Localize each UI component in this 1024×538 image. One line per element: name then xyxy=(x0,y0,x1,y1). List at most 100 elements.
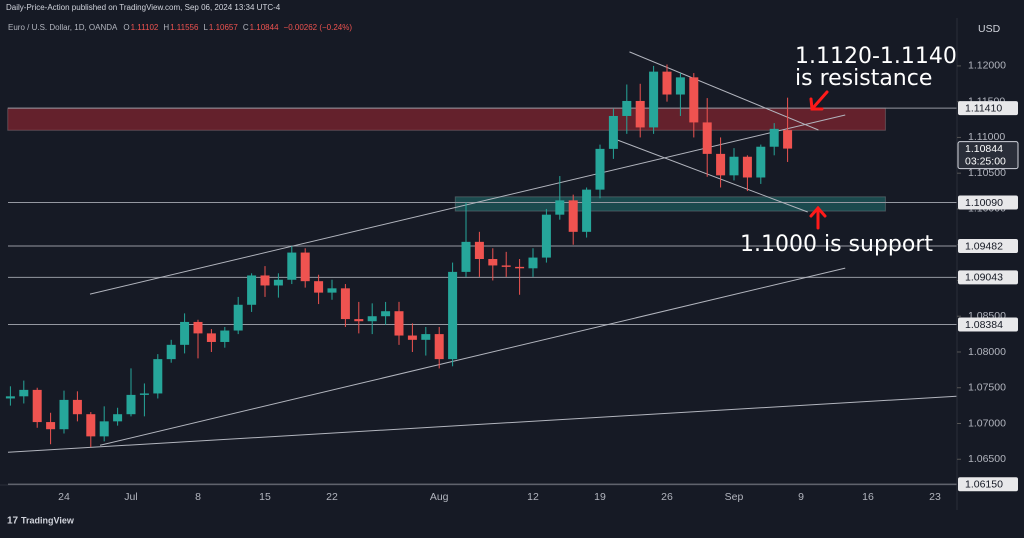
candle-body xyxy=(180,321,190,345)
x-tick-label: 22 xyxy=(326,491,338,503)
level-label-box xyxy=(958,477,1018,492)
plot-area xyxy=(5,51,957,485)
candle-body xyxy=(582,189,592,232)
level-label-box xyxy=(958,238,1018,253)
level-label-box xyxy=(958,317,1018,332)
candle-body xyxy=(528,257,538,269)
candle-body xyxy=(501,265,511,267)
level-label: 1.09043 xyxy=(965,272,1003,284)
x-tick-label: Jul xyxy=(124,491,137,503)
candle-body xyxy=(113,414,123,422)
candle-body xyxy=(260,275,270,286)
resistance-arrow xyxy=(809,90,829,111)
level-label-box xyxy=(958,270,1018,285)
legend-key: L xyxy=(203,23,208,32)
legend-key: O xyxy=(123,23,129,32)
candle-body xyxy=(394,311,404,336)
x-tick-label: Sep xyxy=(725,491,744,503)
trend-line xyxy=(7,395,957,453)
publisher: Daily-Price-Action published on TradingV… xyxy=(6,3,281,12)
annotation: 1.1000 is support xyxy=(740,232,933,257)
y-tick-label: 1.07500 xyxy=(968,382,1006,394)
brand: TradingView xyxy=(21,515,75,525)
candle-body xyxy=(783,130,793,149)
current-price-box xyxy=(957,141,1019,170)
candle-body xyxy=(541,214,551,258)
candle-body xyxy=(716,153,726,176)
candle-body xyxy=(220,330,230,342)
support-arrow xyxy=(809,205,827,230)
candle-body xyxy=(233,304,243,331)
candle-body xyxy=(662,71,672,95)
candle-body xyxy=(622,100,632,116)
trend-line xyxy=(629,51,819,131)
candle-body xyxy=(139,393,149,395)
candle-body xyxy=(515,266,525,269)
candle-body xyxy=(287,252,297,280)
level-label: 1.09482 xyxy=(965,240,1003,252)
candle-body xyxy=(421,334,431,340)
x-tick-label: 19 xyxy=(594,491,606,503)
candle-body xyxy=(381,311,391,317)
candle-body xyxy=(32,389,42,423)
candle-body xyxy=(206,333,216,342)
candle-body xyxy=(649,71,659,128)
candle-body xyxy=(555,200,565,215)
candle-body xyxy=(340,288,350,320)
legend-value: 1.10844 xyxy=(250,23,279,32)
y-tick-label: 1.11000 xyxy=(968,131,1005,143)
legend-key: C xyxy=(243,23,249,32)
candle-body xyxy=(461,241,471,272)
legend-value: 1.11102 xyxy=(131,23,159,32)
annotation: is resistance xyxy=(795,66,932,91)
currency: USD xyxy=(978,23,1001,35)
candle-body xyxy=(46,422,56,430)
y-tick-label: 1.12000 xyxy=(968,60,1006,72)
candle-body xyxy=(273,279,283,286)
candle-body xyxy=(72,399,82,415)
candle-body xyxy=(675,77,685,95)
candle-body xyxy=(474,241,484,260)
level-label: 1.08384 xyxy=(965,319,1003,331)
y-tick-label: 1.10500 xyxy=(968,167,1006,179)
candle-body xyxy=(595,148,605,190)
x-tick-label: 24 xyxy=(58,491,70,503)
y-tick-label: 1.08000 xyxy=(968,346,1006,358)
candle-body xyxy=(354,319,364,322)
candle-body xyxy=(488,259,498,266)
candle-body xyxy=(434,334,444,360)
symbol: Euro / U.S. Dollar, 1D, OANDA xyxy=(8,23,118,32)
x-tick-label: 23 xyxy=(929,491,941,503)
x-tick-label: 9 xyxy=(798,491,804,503)
candle-body xyxy=(635,100,645,128)
current-price-label: 1.10844 xyxy=(965,143,1003,155)
x-tick-label: 15 xyxy=(259,491,271,503)
candle-body xyxy=(126,394,136,415)
candle-body xyxy=(448,271,458,360)
level-label-box xyxy=(958,195,1018,210)
trend-line xyxy=(99,267,846,446)
price-zone xyxy=(7,107,886,131)
candle-body xyxy=(99,421,109,437)
price-zone xyxy=(454,196,886,212)
x-tick-label: 16 xyxy=(862,491,874,503)
candle-body xyxy=(689,77,699,123)
candle-body xyxy=(166,344,176,360)
x-tick-label: 12 xyxy=(527,491,539,503)
candle-body xyxy=(193,321,203,334)
level-label: 1.11410 xyxy=(965,102,1002,114)
legend-value: 1.11556 xyxy=(170,23,199,32)
candle-body xyxy=(769,128,779,147)
annotation: 1.1120-1.1140 xyxy=(795,44,957,69)
candle-body xyxy=(153,359,163,394)
candle-body xyxy=(300,252,310,282)
candle-body xyxy=(19,389,29,397)
y-tick-label: 1.07000 xyxy=(968,417,1006,429)
level-label: 1.10090 xyxy=(965,197,1003,209)
candle-body xyxy=(742,156,752,178)
candle-body xyxy=(729,156,739,176)
y-tick-label: 1.06500 xyxy=(968,453,1006,465)
brand-logo: 17 xyxy=(7,516,19,527)
